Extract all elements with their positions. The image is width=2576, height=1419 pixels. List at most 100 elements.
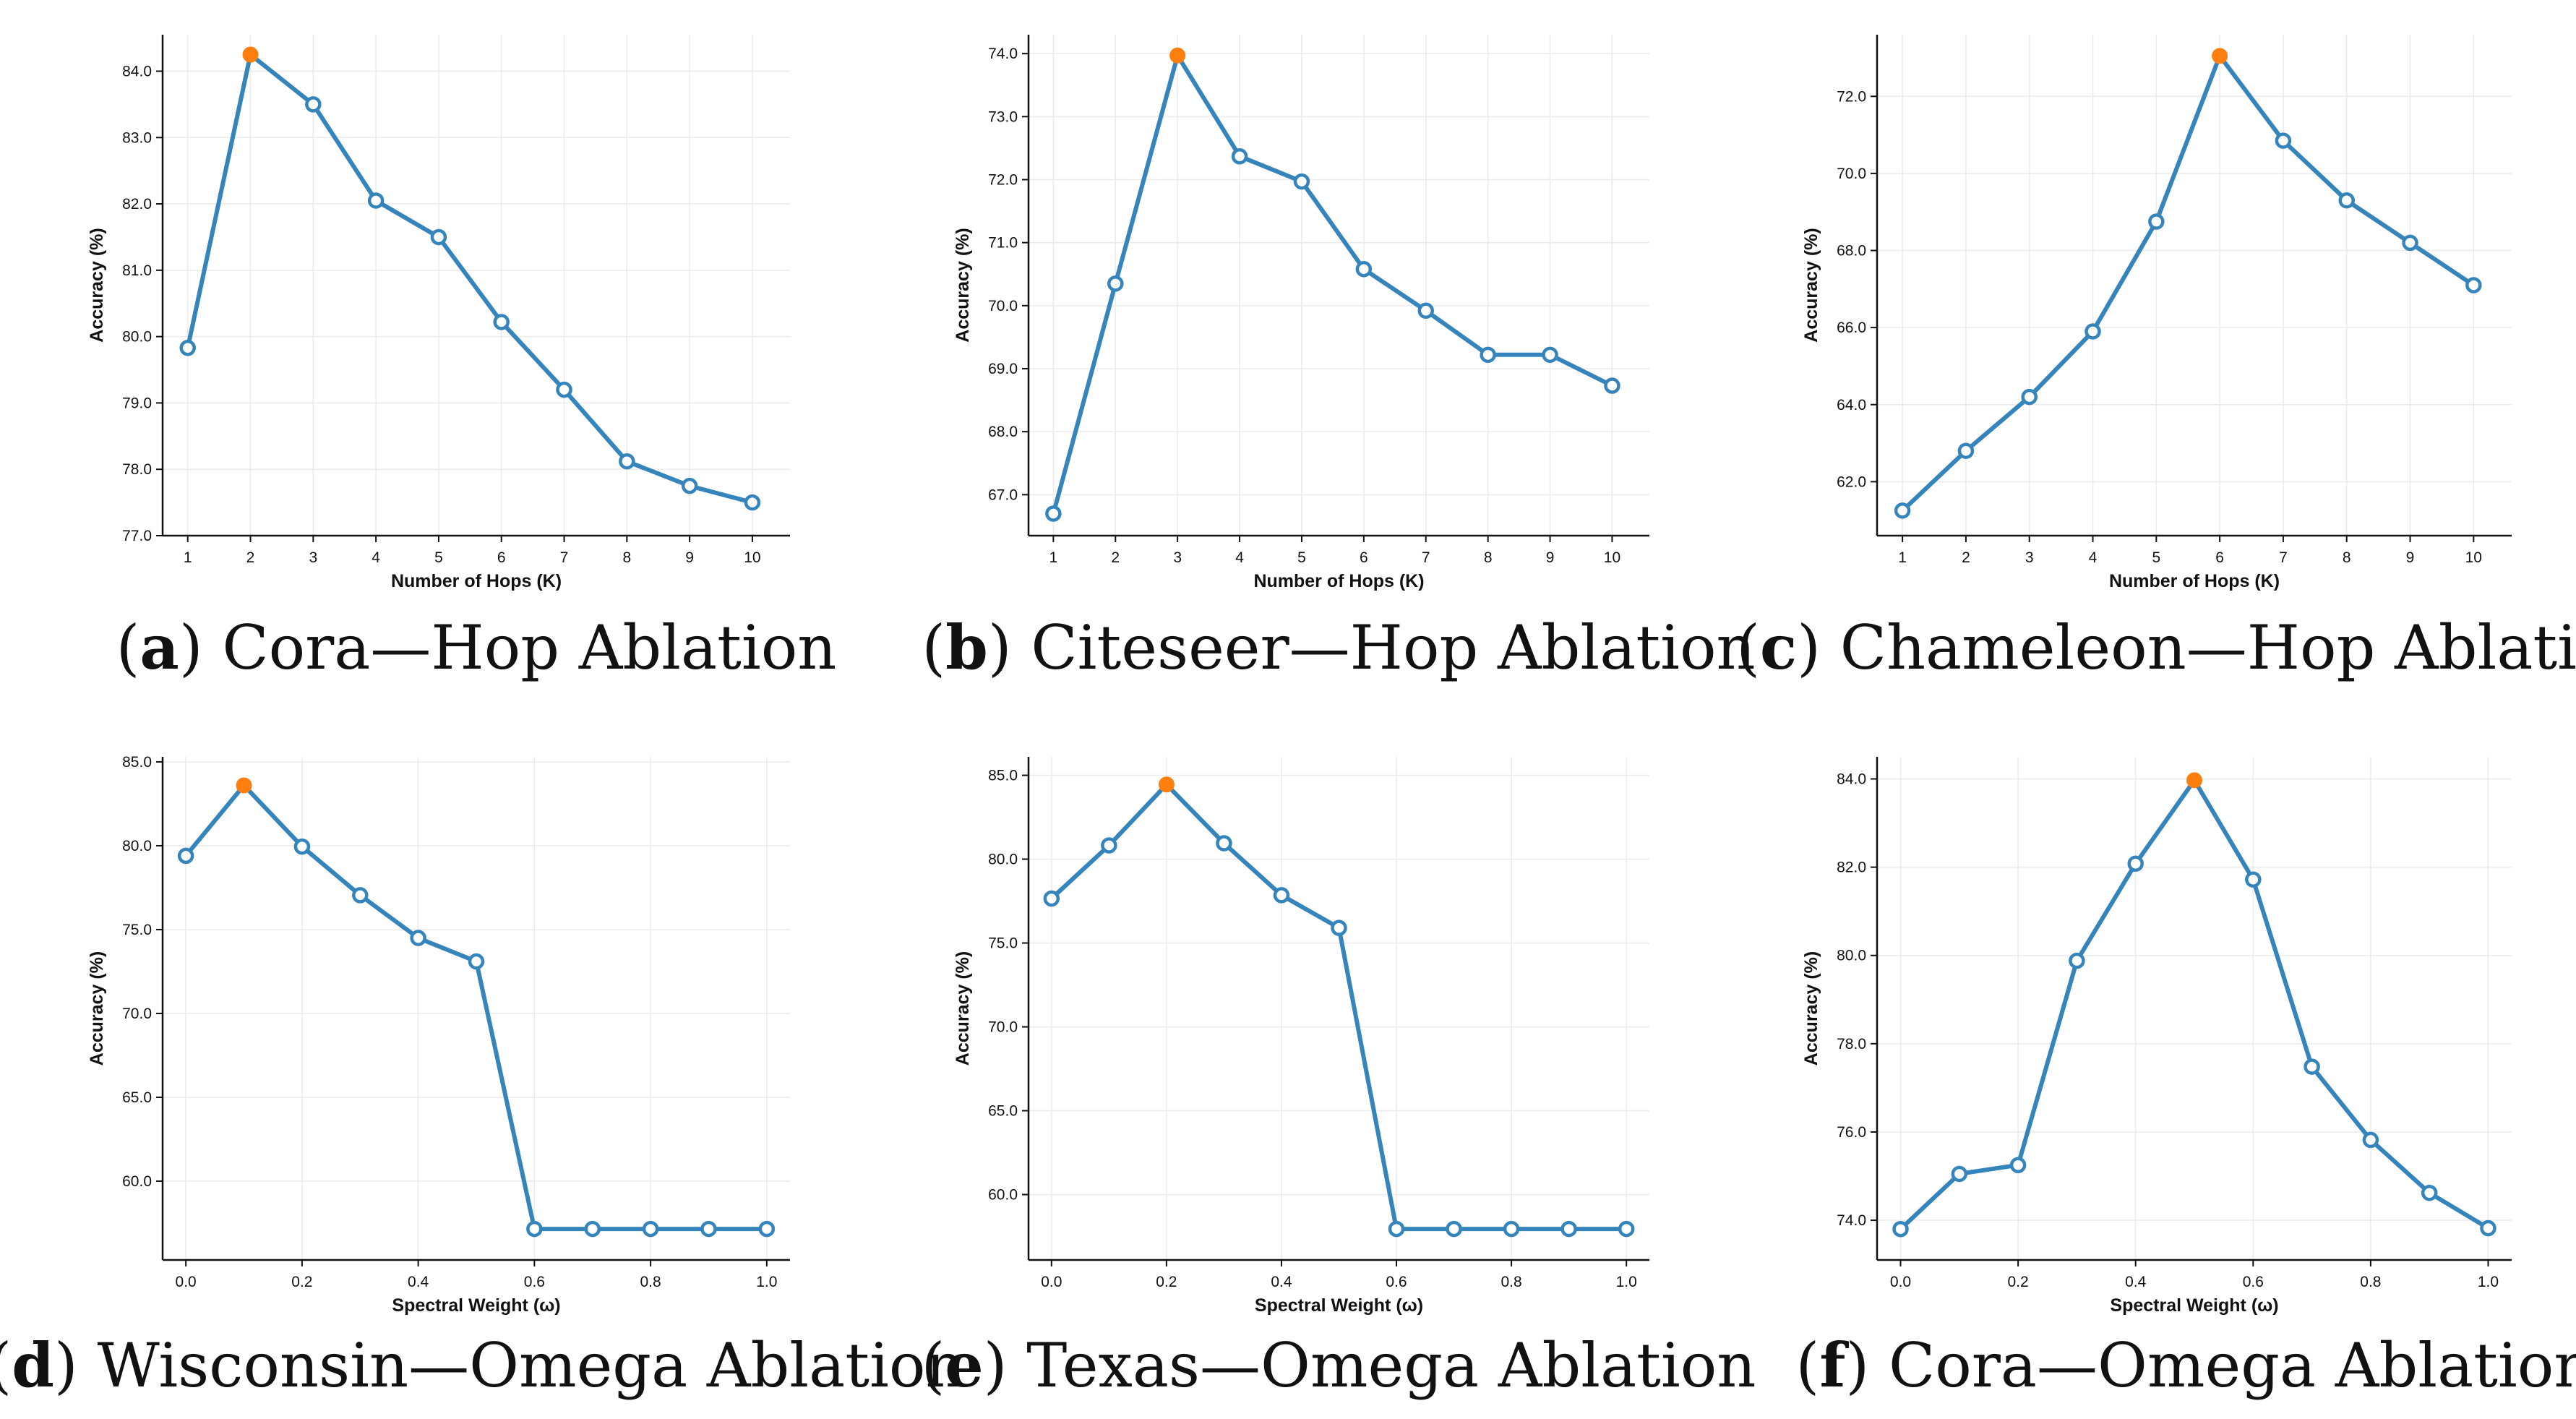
data-point-marker [526, 1220, 543, 1238]
data-point-marker [1388, 1220, 1405, 1238]
y-tick-label: 76.0 [1837, 1124, 1866, 1141]
data-point-marker [1480, 346, 1496, 364]
x-tick-label: 1.0 [756, 1274, 777, 1290]
panel-caption: (f) Cora—Omega Ablation [1796, 1329, 2576, 1401]
y-axis-title: Accuracy (%) [1801, 951, 1821, 1066]
data-point-marker [1293, 173, 1310, 190]
x-tick-label: 0.6 [1386, 1274, 1407, 1290]
y-tick-label: 80.0 [1837, 948, 1866, 964]
x-tick-label: 5 [2152, 549, 2160, 566]
caption-letter: c [1760, 612, 1797, 683]
caption-paren-close: ) [1845, 1330, 1888, 1401]
y-tick-label: 70.0 [988, 298, 1018, 314]
x-tick-label: 8 [2343, 549, 2351, 566]
data-point-marker [2245, 871, 2262, 888]
data-point-marker [2338, 192, 2355, 209]
x-tick-label: 3 [1173, 549, 1182, 566]
x-tick-label: 7 [1422, 549, 1430, 566]
panel-caption: (c) Chameleon—Hop Ablation [1736, 612, 2576, 683]
data-point-marker [2069, 952, 2085, 969]
y-tick-label: 62.0 [1837, 473, 1866, 490]
y-axis-title: Accuracy (%) [1801, 228, 1821, 342]
data-point-marker [430, 228, 447, 246]
x-tick-label: 1.0 [1616, 1274, 1637, 1290]
y-tick-label: 82.0 [122, 196, 152, 213]
data-point-marker [410, 930, 426, 946]
data-point-marker [1107, 275, 1124, 292]
caption-paren-close: ) [179, 612, 222, 683]
data-point-marker [1892, 1221, 1909, 1238]
x-tick-label: 5 [434, 549, 443, 566]
y-tick-label: 66.0 [1837, 320, 1866, 336]
y-tick-label: 75.0 [122, 922, 152, 938]
data-point-marker [2021, 388, 2038, 406]
x-tick-label: 10 [2465, 549, 2482, 566]
data-point-marker [1446, 1220, 1462, 1238]
data-point-marker [305, 96, 322, 113]
x-tick-label: 3 [309, 549, 317, 566]
y-tick-label: 60.0 [122, 1173, 152, 1190]
data-point-marker [1894, 502, 1911, 519]
y-tick-label: 74.0 [988, 46, 1018, 62]
data-point-marker [700, 1220, 717, 1238]
x-tick-label: 9 [685, 549, 694, 566]
data-point-marker [2465, 277, 2482, 293]
x-tick-label: 4 [1235, 549, 1244, 566]
y-tick-label: 79.0 [122, 395, 152, 411]
caption-paren-close: ) [984, 1330, 1026, 1401]
x-tick-label: 0.2 [1156, 1274, 1177, 1290]
y-tick-label: 83.0 [122, 129, 152, 146]
data-point-marker [1231, 147, 1248, 165]
y-tick-label: 72.0 [988, 171, 1018, 188]
x-tick-label: 5 [1297, 549, 1306, 566]
x-tick-label: 0.8 [2360, 1274, 2381, 1290]
chart-e: 0.0 0.2 0.4 0.6 0.8 1.0 60.0 65.0 70.0 75.0 80.0 85… [922, 757, 1756, 1401]
best-point-marker [1169, 47, 1186, 64]
chart-a: 1 2 3 4 5 6 7 8 9 10 77.0 78.0 79.0 80.0 81.0 82.0 83.0 8… [87, 35, 836, 683]
x-tick-label: 2 [246, 549, 255, 566]
data-point-marker [1604, 377, 1620, 394]
caption-paren-open: ( [922, 612, 945, 683]
data-point-marker [556, 381, 572, 398]
y-tick-label: 82.0 [1837, 859, 1866, 876]
y-tick-label: 70.0 [1837, 166, 1866, 182]
y-tick-label: 78.0 [1837, 1036, 1866, 1053]
y-tick-label: 68.0 [1837, 243, 1866, 260]
caption-letter: a [139, 612, 179, 683]
data-point-marker [758, 1220, 776, 1238]
data-point-marker [1216, 835, 1232, 852]
data-point-marker [2085, 323, 2101, 340]
data-point-marker [2148, 213, 2165, 230]
chart-d: 0.0 0.2 0.4 0.6 0.8 1.0 60.0 65.0 70.0 75.0 80.0 85… [0, 754, 965, 1401]
x-tick-label: 8 [1484, 549, 1493, 566]
y-tick-label: 71.0 [988, 235, 1018, 252]
x-tick-label: 9 [1546, 549, 1555, 566]
x-tick-label: 0.0 [1041, 1274, 1062, 1290]
x-tick-label: 0.4 [1271, 1274, 1292, 1290]
caption-letter: d [12, 1329, 54, 1401]
data-point-marker [1101, 837, 1117, 854]
data-point-marker [1503, 1220, 1520, 1238]
chart-b: 1 2 3 4 5 6 7 8 9 10 67.0 68.0 69.0 70.0 71.0 72.0 73.0 7… [922, 35, 1756, 683]
series-line [185, 52, 755, 505]
x-tick-label: 0.6 [2243, 1274, 2264, 1290]
data-point-marker [2009, 1157, 2027, 1173]
series-line [1900, 53, 2476, 513]
caption-title: Cora—Omega Ablation [1889, 1330, 2576, 1401]
x-tick-label: 2 [1962, 549, 1970, 566]
caption-paren-open: ( [922, 1330, 945, 1401]
x-tick-label: 9 [2406, 549, 2415, 566]
data-point-marker [1542, 346, 1558, 364]
x-tick-label: 8 [622, 549, 631, 566]
y-axis-title: Accuracy (%) [953, 951, 973, 1066]
caption-paren-close: ) [1797, 612, 1839, 683]
y-tick-label: 77.0 [122, 528, 152, 544]
data-point-marker [179, 339, 196, 356]
series-line [1051, 53, 1615, 516]
best-point-marker [242, 46, 259, 63]
caption-letter: e [945, 1329, 983, 1401]
data-point-marker [468, 953, 485, 970]
x-tick-label: 0.2 [2008, 1274, 2029, 1290]
x-axis-title: Number of Hops (K) [1253, 571, 1424, 591]
